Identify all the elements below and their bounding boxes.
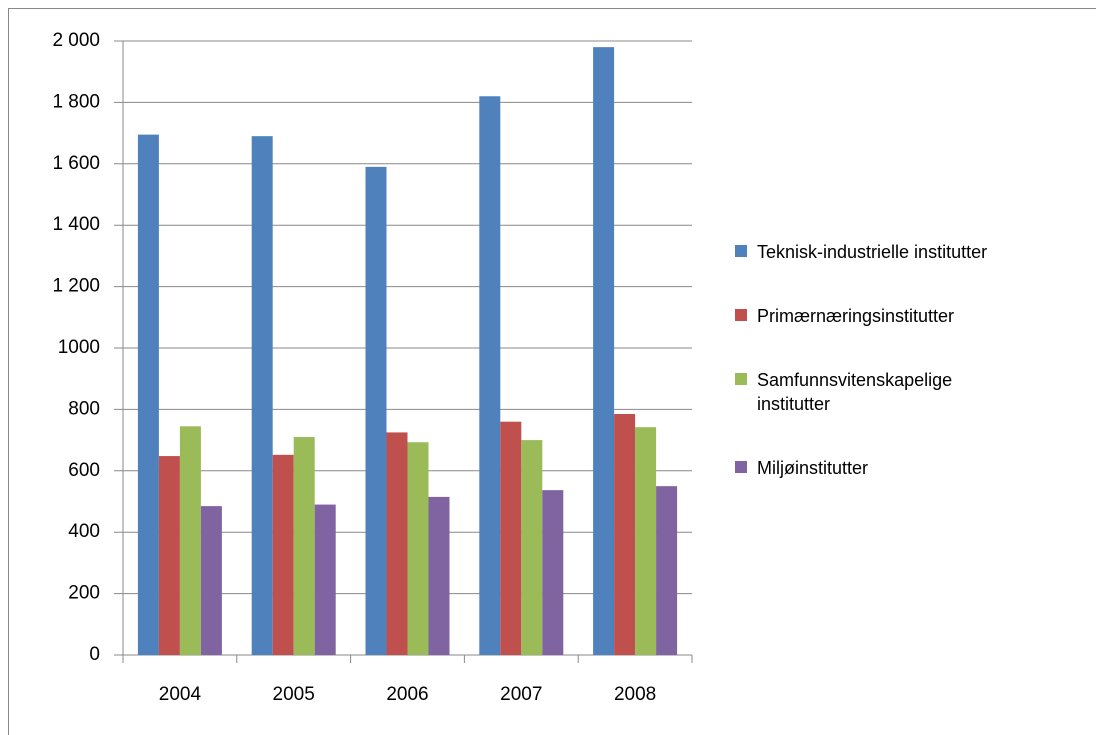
bar [521, 440, 543, 655]
legend-swatch [735, 373, 747, 385]
y-tick-label: 600 [68, 460, 100, 481]
legend-swatch [735, 245, 747, 257]
bar [500, 421, 522, 655]
bar [656, 486, 678, 655]
y-tick-label: 1000 [58, 337, 100, 358]
y-tick-label: 1 200 [52, 276, 100, 297]
bar [251, 136, 273, 656]
bar [179, 426, 201, 655]
x-tick-label: 2006 [386, 684, 428, 705]
bar [635, 427, 657, 655]
bar [314, 504, 336, 655]
legend-item: Miljøinstitutter [735, 456, 1007, 480]
bar [386, 432, 408, 655]
legend-label: Miljøinstitutter [757, 458, 869, 478]
legend-item: Teknisk-industrielle institutter [735, 240, 1007, 264]
bar [137, 134, 159, 655]
x-tick-label: 2008 [614, 684, 656, 705]
legend-label: Samfunnsvitenskapelige institutter [757, 370, 953, 414]
y-tick-label: 0 [89, 644, 100, 665]
legend-item: Primærnæringsinstitutter [735, 304, 1007, 328]
bar [407, 442, 429, 655]
y-tick-label: 2 000 [52, 30, 100, 51]
y-tick-label: 200 [68, 583, 100, 604]
frame-border [8, 8, 1096, 735]
bar [593, 47, 615, 655]
bar [614, 414, 636, 655]
bar [479, 96, 501, 655]
bar [542, 490, 564, 655]
legend-swatch [735, 309, 747, 321]
legend: Teknisk-industrielle institutter Primærnæ… [735, 0, 1007, 720]
bar [272, 454, 294, 655]
y-tick-label: 1 400 [52, 214, 100, 235]
legend-swatch [735, 461, 747, 473]
y-tick-label: 400 [68, 521, 100, 542]
bar [293, 437, 315, 655]
legend-item: Samfunnsvitenskapelige institutter [735, 368, 1007, 416]
bar [365, 166, 387, 655]
legend-label: Teknisk-industrielle institutter [757, 242, 988, 262]
y-tick-label: 1 600 [52, 153, 100, 174]
y-tick-label: 800 [68, 398, 100, 419]
bar [200, 506, 222, 655]
y-tick-label: 1 800 [52, 91, 100, 112]
bar [428, 496, 450, 655]
x-tick-label: 2007 [500, 684, 542, 705]
x-tick-label: 2004 [159, 684, 202, 705]
bar [158, 456, 180, 655]
legend-label: Primærnæringsinstitutter [757, 306, 955, 326]
x-tick-label: 2005 [273, 684, 315, 705]
